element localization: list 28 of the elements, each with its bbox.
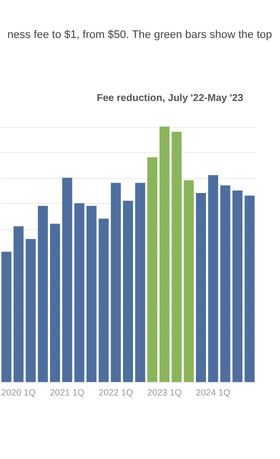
bar: [26, 239, 36, 382]
bar: [184, 180, 194, 382]
bar: [14, 226, 24, 382]
text: Fee reduction, July '22-May '23: [96, 93, 244, 104]
bar: [220, 185, 230, 382]
bar: [74, 203, 84, 382]
bar: [135, 182, 146, 382]
x-tick-label: 2021 1Q: [50, 388, 84, 398]
bar: [110, 182, 121, 382]
x-tick-label: 2022 1Q: [98, 388, 134, 398]
bar: [244, 196, 255, 382]
x-tick-label: 2023 1Q: [147, 388, 182, 398]
bar: [232, 190, 242, 382]
bar: [86, 206, 97, 382]
bar: [98, 218, 109, 382]
x-tick-label: 2020 1Q: [1, 388, 36, 398]
bar: [159, 126, 170, 382]
chart-subtitle: ness fee to $1, from $50. The green bars show the top: [7, 29, 272, 41]
bar: [172, 132, 182, 382]
bar: [123, 200, 133, 382]
bar: [38, 206, 48, 382]
bar: [1, 252, 12, 382]
bar: [62, 178, 72, 382]
x-tick-label: 2024 1Q: [196, 388, 230, 398]
bar: [147, 157, 158, 382]
bar: [50, 224, 60, 382]
bar: [196, 193, 206, 382]
bar: [208, 175, 218, 382]
